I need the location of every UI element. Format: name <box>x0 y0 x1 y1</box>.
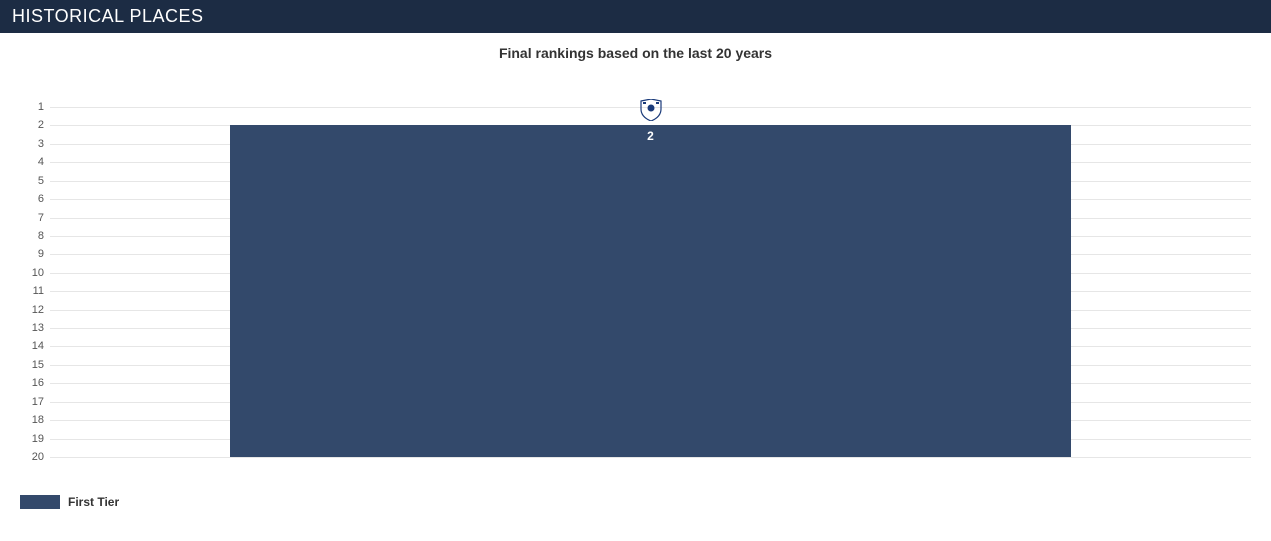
y-tick: 17 <box>20 396 44 408</box>
y-tick: 8 <box>20 230 44 242</box>
y-tick: 7 <box>20 212 44 224</box>
y-tick: 15 <box>20 359 44 371</box>
y-tick: 19 <box>20 433 44 445</box>
y-tick: 18 <box>20 414 44 426</box>
y-tick: 9 <box>20 248 44 260</box>
premier-league-old-logo-icon <box>50 99 1251 127</box>
y-tick: 5 <box>20 175 44 187</box>
chart-title: Final rankings based on the last 20 year… <box>0 33 1271 67</box>
y-tick: 1 <box>20 101 44 113</box>
y-tick: 14 <box>20 340 44 352</box>
y-axis: 1234567891011121314151617181920 <box>20 107 48 457</box>
y-tick: 6 <box>20 193 44 205</box>
y-tick: 10 <box>20 267 44 279</box>
y-tick: 16 <box>20 377 44 389</box>
bars-container: 2 <box>50 107 1251 457</box>
y-tick: 11 <box>20 285 44 297</box>
y-tick: 20 <box>20 451 44 463</box>
y-tick: 4 <box>20 156 44 168</box>
y-tick: 12 <box>20 304 44 316</box>
y-tick: 3 <box>20 138 44 150</box>
chart-area: 1234567891011121314151617181920 2 <box>0 67 1271 487</box>
legend-swatch <box>20 495 60 509</box>
plot-area: 2 <box>50 107 1251 457</box>
grid-line <box>50 457 1251 458</box>
bar-value-label: 2 <box>230 129 1071 143</box>
section-title: HISTORICAL PLACES <box>12 6 204 26</box>
bar-slot: 2 <box>50 107 1251 457</box>
legend-label: First Tier <box>68 495 119 509</box>
y-tick: 2 <box>20 119 44 131</box>
section-header: HISTORICAL PLACES <box>0 0 1271 33</box>
ranking-bar[interactable]: 2 <box>230 125 1071 457</box>
legend: First Tier <box>0 487 1271 523</box>
y-tick: 13 <box>20 322 44 334</box>
